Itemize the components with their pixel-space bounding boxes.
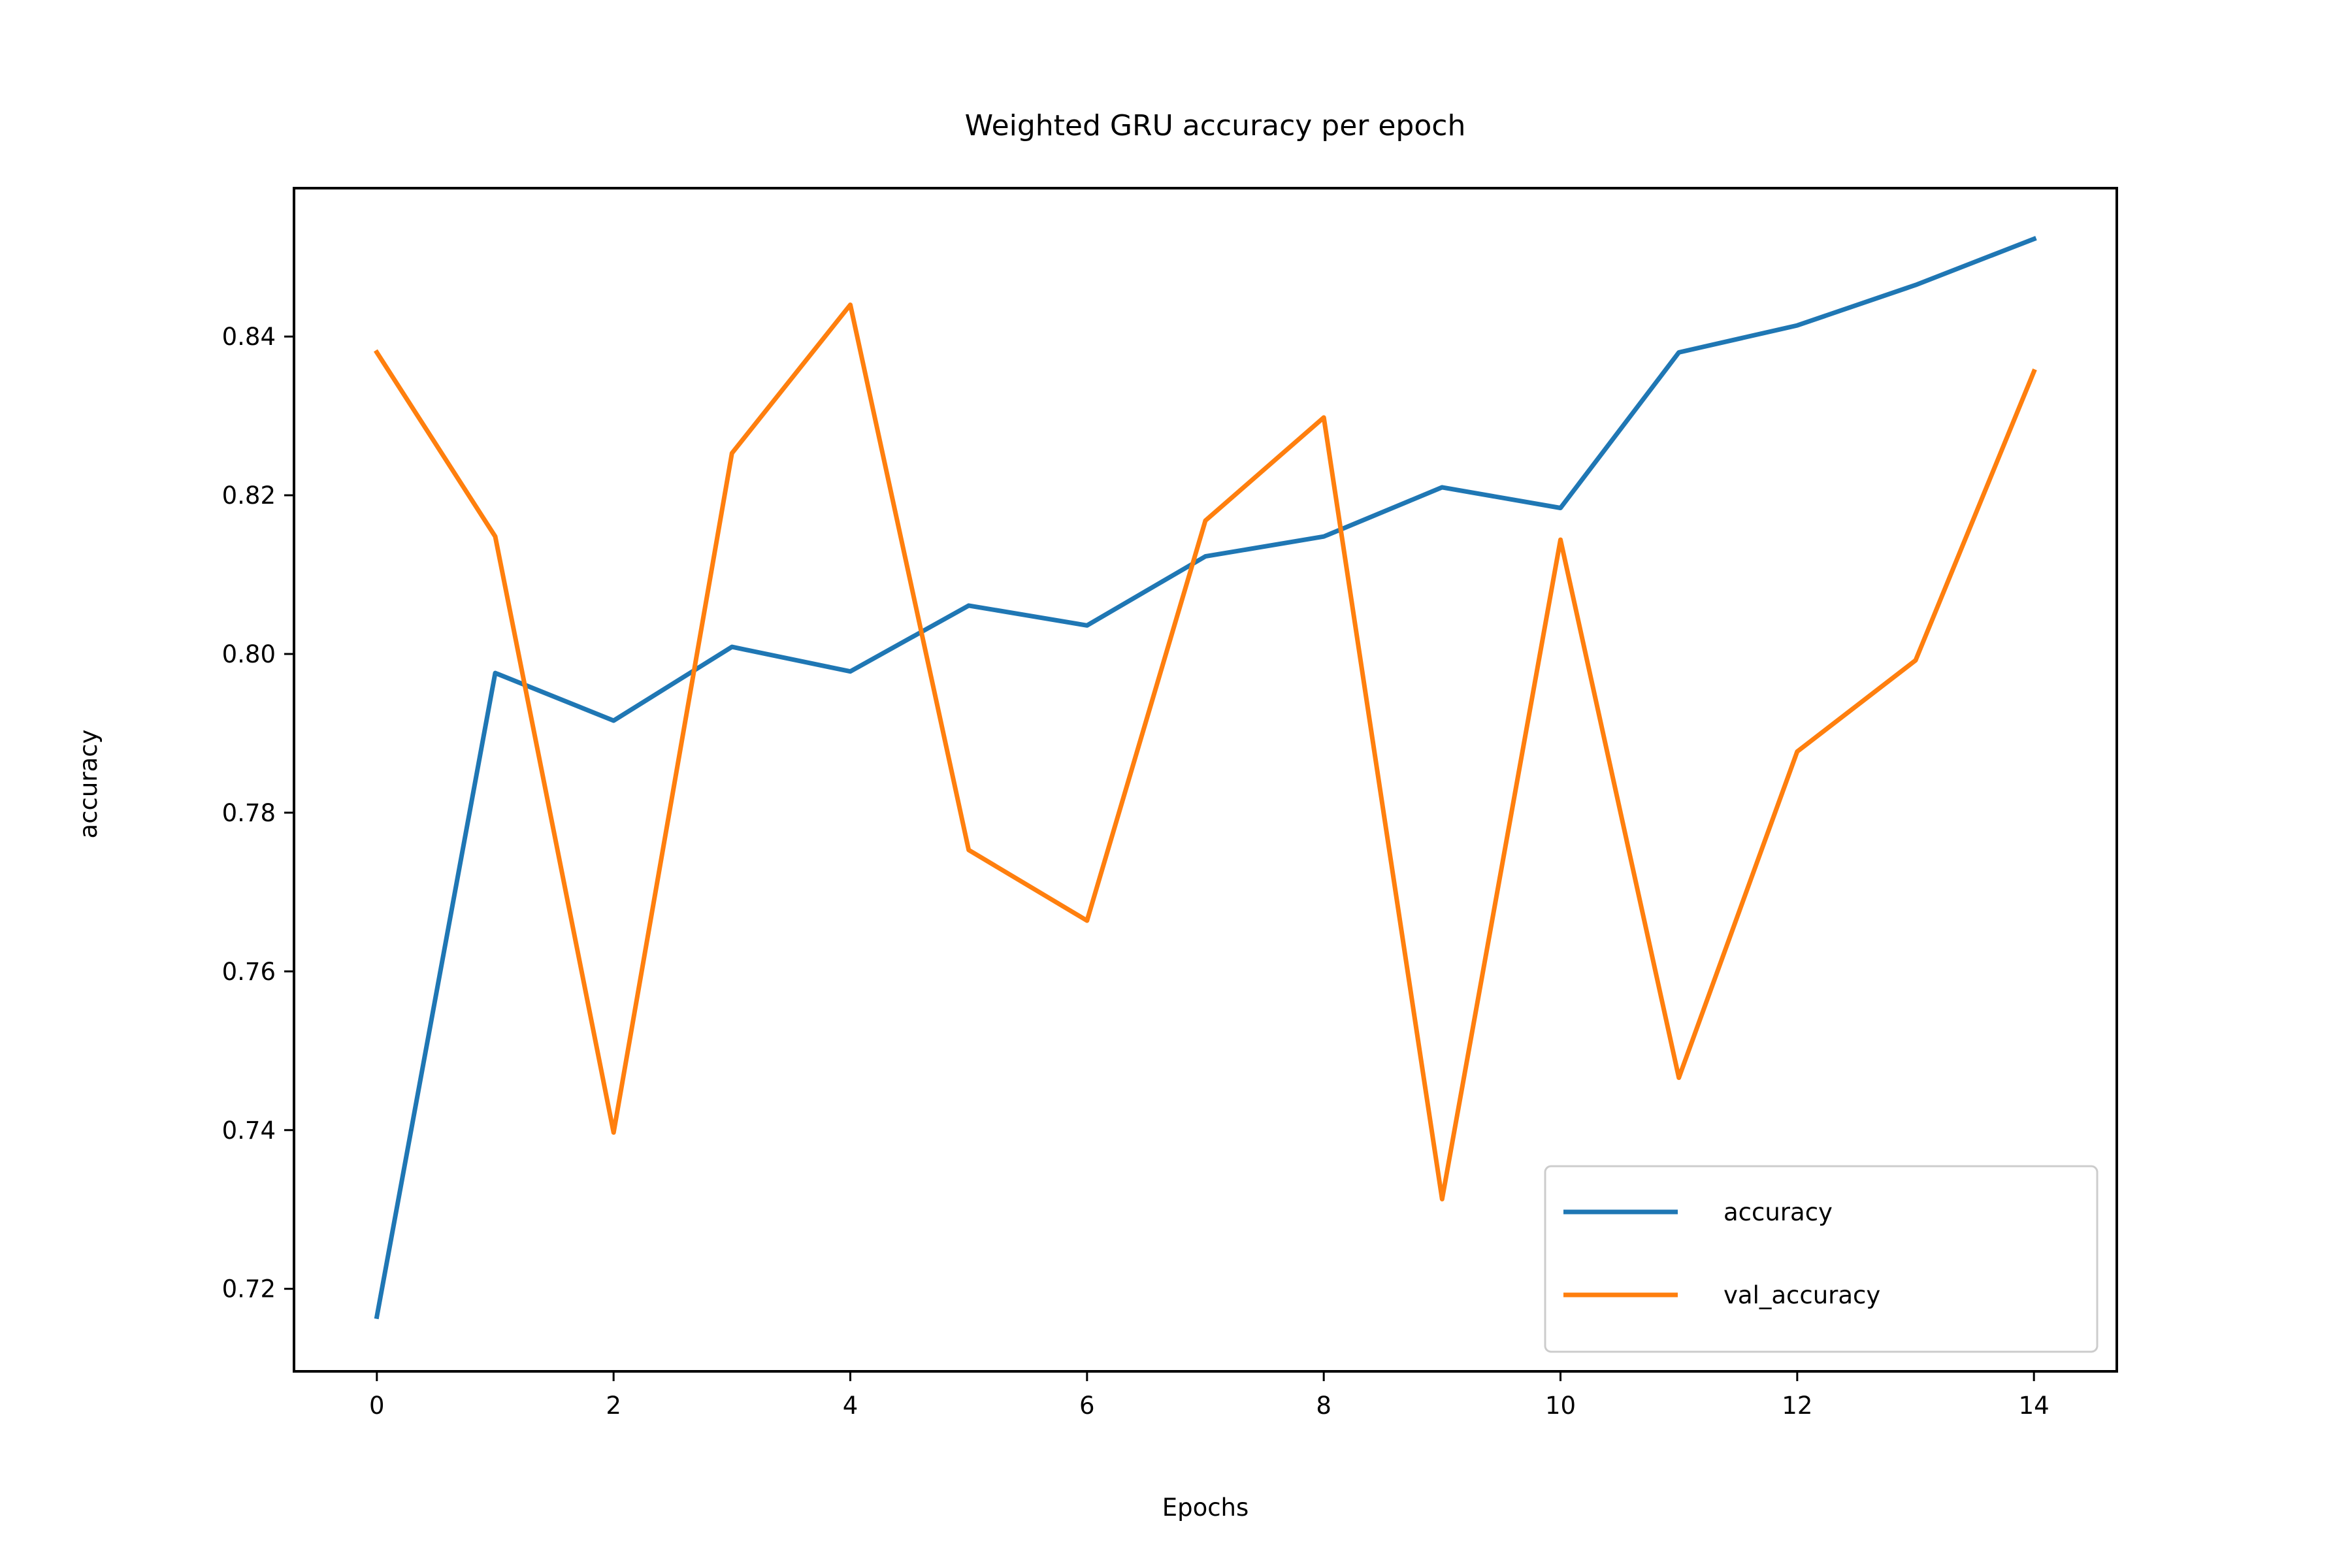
- y-tick-label: 0.82: [222, 482, 276, 510]
- y-tick-label: 0.74: [222, 1117, 276, 1145]
- y-tick-label: 0.78: [222, 799, 276, 827]
- y-axis-label: accuracy: [74, 730, 103, 839]
- x-tick-label: 4: [843, 1392, 858, 1420]
- x-axis-label: Epochs: [1162, 1494, 1249, 1522]
- legend: accuracy val_accuracy: [1544, 1165, 2099, 1353]
- x-tick-label: 12: [1782, 1392, 1812, 1420]
- chart-title: Weighted GRU accuracy per epoch: [965, 109, 1466, 142]
- y-tick-label: 0.72: [222, 1275, 276, 1303]
- legend-label: accuracy: [1723, 1198, 1833, 1226]
- x-tick-label: 0: [369, 1392, 385, 1420]
- x-axis: 0 2 4 6 8 10 12 14: [369, 1371, 2050, 1420]
- legend-box: [1544, 1165, 2099, 1353]
- x-tick-label: 2: [606, 1392, 621, 1420]
- x-tick-label: 8: [1316, 1392, 1331, 1420]
- series-line-val-accuracy: [373, 302, 2037, 1201]
- x-tick-label: 14: [2019, 1392, 2050, 1420]
- series-line-accuracy: [374, 236, 2037, 1320]
- x-tick-label: 10: [1545, 1392, 1576, 1420]
- y-tick-label: 0.76: [222, 958, 276, 986]
- x-tick-label: 6: [1079, 1392, 1095, 1420]
- legend-label: val_accuracy: [1723, 1281, 1880, 1309]
- plot-layer: [373, 236, 2037, 1320]
- y-tick-label: 0.80: [222, 640, 276, 668]
- plot-frame: [293, 187, 2118, 1373]
- y-tick-label: 0.84: [222, 323, 276, 351]
- y-axis: 0.72 0.74 0.76 0.78 0.80 0.82 0.84: [222, 323, 294, 1303]
